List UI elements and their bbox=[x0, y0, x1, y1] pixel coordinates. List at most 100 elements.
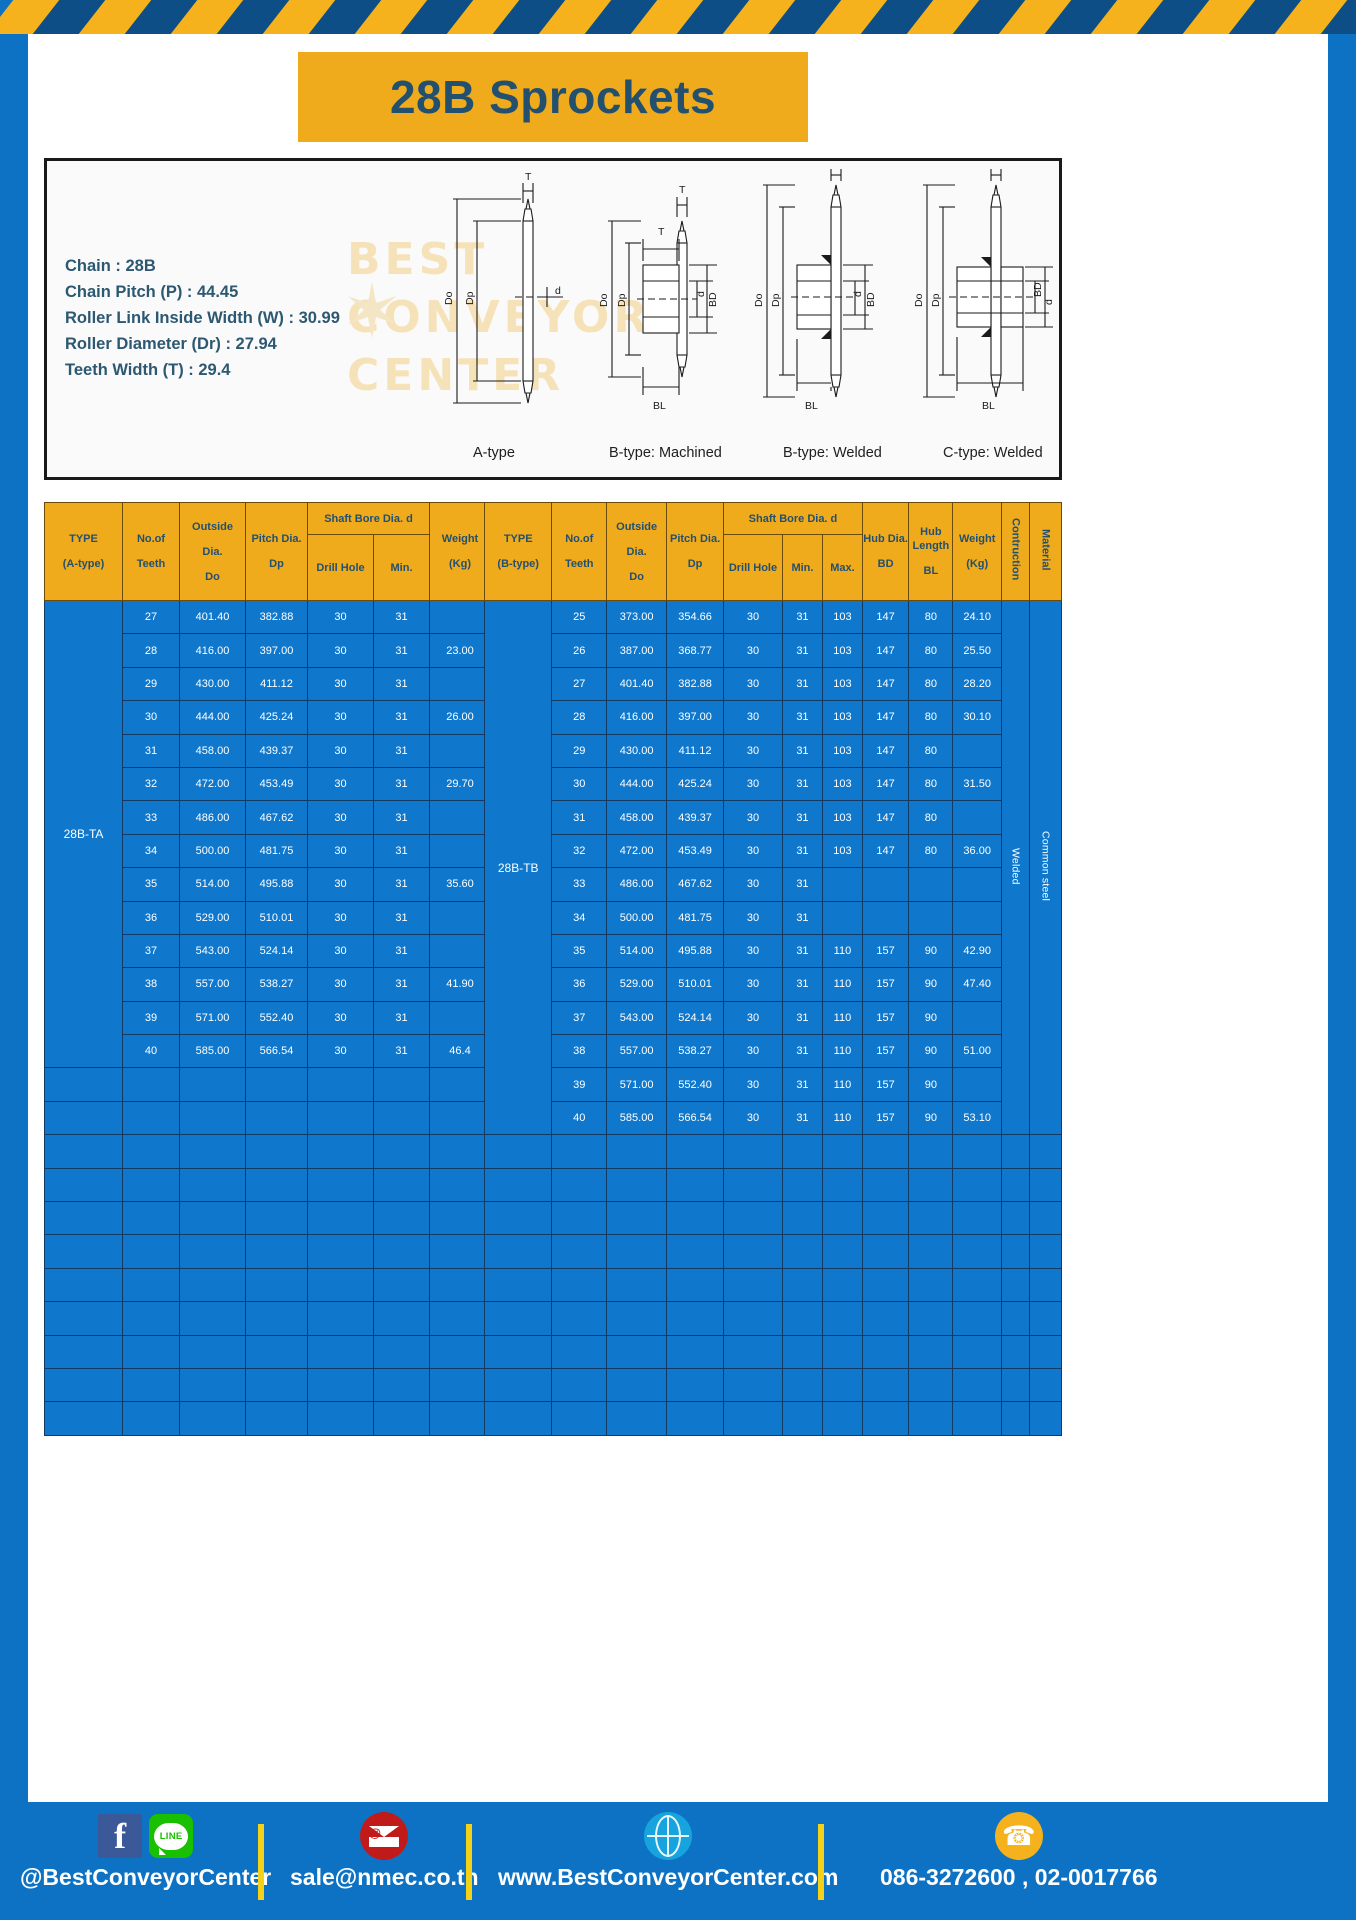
phone-number[interactable]: 086-3272600 , 02-0017766 bbox=[880, 1864, 1158, 1890]
cell-pitch-dia: 354.66 bbox=[666, 599, 724, 635]
cell-outside-dia: 444.00 bbox=[179, 700, 246, 735]
cell-weight: 31.50 bbox=[952, 766, 1002, 802]
phone-icon[interactable]: ☎ bbox=[994, 1812, 1043, 1860]
spec-roller-diameter: Roller Diameter (Dr) : 27.94 bbox=[65, 335, 277, 353]
table-row: 27 401.40 382.88 30 31 103 147 80 28.20 bbox=[485, 666, 1062, 702]
cell-drill-hole: 30 bbox=[722, 833, 783, 869]
cell-empty bbox=[179, 1201, 246, 1236]
cell-empty bbox=[722, 1301, 783, 1336]
header-pitch-dia: Pitch Dia. Dp bbox=[666, 502, 724, 601]
cell-bore-max: 110 bbox=[821, 1034, 863, 1069]
globe-icon[interactable] bbox=[644, 1812, 693, 1860]
table-row: 34 500.00 481.75 30 31 bbox=[45, 833, 491, 869]
cell-bore-min: 31 bbox=[781, 700, 823, 735]
cell-empty bbox=[722, 1334, 783, 1369]
cell-empty bbox=[1000, 1201, 1031, 1236]
cell-pitch-dia: 538.27 bbox=[245, 967, 308, 1002]
table-row-empty bbox=[483, 1167, 1062, 1203]
dim-label-bd: BD bbox=[707, 292, 719, 307]
cell-pitch-dia: 524.14 bbox=[245, 933, 308, 969]
cell-empty bbox=[1000, 1367, 1031, 1403]
footer-social[interactable]: f LINE @BestConveyorCenter bbox=[20, 1810, 271, 1891]
cell-empty bbox=[606, 1234, 668, 1269]
facebook-handle[interactable]: @BestConveyorCenter bbox=[20, 1864, 272, 1890]
cell-hub-length: 90 bbox=[908, 1000, 954, 1036]
dim-label-do: Do bbox=[913, 293, 925, 307]
footer-email[interactable]: @ sale@nmec.co.th bbox=[290, 1810, 479, 1891]
cell-weight: 36.00 bbox=[952, 833, 1002, 869]
cell-empty bbox=[908, 1167, 954, 1203]
website-url[interactable]: www.BestConveyorCenter.com bbox=[498, 1864, 839, 1890]
cell-empty bbox=[429, 1367, 491, 1403]
cell-type: 28B-TB bbox=[483, 599, 553, 1136]
cell-drill-hole: 30 bbox=[722, 1034, 783, 1069]
cell-hub-dia: 147 bbox=[861, 733, 910, 768]
cell-hub-dia: 147 bbox=[861, 700, 910, 735]
table-row: 29 430.00 411.12 30 31 103 147 80 bbox=[485, 733, 1062, 768]
cell-hub-dia: 157 bbox=[861, 1000, 910, 1036]
cell-drill-hole: 30 bbox=[307, 900, 374, 935]
table-row-empty bbox=[483, 1201, 1062, 1236]
cell-empty bbox=[551, 1401, 608, 1436]
footer-divider bbox=[466, 1824, 472, 1900]
table-row: 30 444.00 425.24 30 31 26.00 bbox=[45, 700, 491, 735]
cell-teeth: 33 bbox=[122, 800, 180, 835]
cell-empty bbox=[666, 1401, 724, 1436]
cell-empty bbox=[821, 1167, 863, 1203]
cell-empty bbox=[179, 1334, 246, 1369]
cell-empty bbox=[722, 1401, 783, 1436]
cell-empty bbox=[179, 1067, 246, 1102]
cell-empty bbox=[373, 1267, 430, 1303]
cell-outside-dia: 557.00 bbox=[179, 967, 246, 1002]
cell-bore-min: 31 bbox=[373, 766, 430, 802]
footer-website[interactable]: www.BestConveyorCenter.com bbox=[498, 1810, 838, 1891]
cell-empty bbox=[861, 1367, 910, 1403]
cell-empty bbox=[44, 1334, 123, 1369]
cell-empty bbox=[821, 1134, 863, 1169]
facebook-icon[interactable]: f bbox=[98, 1814, 143, 1858]
cell-empty bbox=[551, 1367, 608, 1403]
cell-empty bbox=[551, 1267, 608, 1303]
cell-hub-length: 80 bbox=[908, 800, 954, 835]
diagram-c-type-welded bbox=[923, 169, 1053, 398]
email-icon[interactable]: @ bbox=[360, 1812, 409, 1860]
cell-hub-length: 80 bbox=[908, 766, 954, 802]
cell-empty bbox=[606, 1267, 668, 1303]
table-row-empty bbox=[483, 1301, 1062, 1336]
table-row: 28B-TA 27 401.40 382.88 30 31 bbox=[44, 599, 491, 1069]
cell-weight: 51.00 bbox=[952, 1034, 1002, 1069]
cell-teeth: 37 bbox=[122, 933, 180, 969]
cell-bore-max: 103 bbox=[821, 633, 863, 668]
cell-empty bbox=[429, 1167, 491, 1203]
cell-drill-hole: 30 bbox=[307, 833, 374, 869]
cell-hub-length: 90 bbox=[908, 1100, 954, 1136]
cell-drill-hole: 30 bbox=[722, 1100, 783, 1136]
cell-bore-min: 31 bbox=[373, 733, 430, 768]
cell-drill-hole: 30 bbox=[307, 666, 374, 702]
cell-empty bbox=[1000, 1134, 1031, 1169]
cell-bore-min: 31 bbox=[373, 967, 430, 1002]
table-row-empty bbox=[483, 1367, 1062, 1403]
cell-empty bbox=[821, 1367, 863, 1403]
dim-label-bl: BL bbox=[982, 400, 995, 412]
line-icon[interactable]: LINE bbox=[149, 1814, 194, 1858]
cell-drill-hole: 30 bbox=[307, 599, 374, 635]
cell-empty bbox=[429, 1401, 491, 1436]
cell-teeth: 38 bbox=[122, 967, 180, 1002]
footer-phone[interactable]: ☎ 086-3272600 , 02-0017766 bbox=[880, 1810, 1158, 1891]
dim-label-d: d bbox=[852, 291, 864, 297]
table-row-empty bbox=[44, 1267, 491, 1303]
table-row: 40 585.00 566.54 30 31 110 157 90 53.10 bbox=[485, 1100, 1062, 1136]
cell-bore-min: 31 bbox=[373, 666, 430, 702]
cell-empty bbox=[483, 1301, 553, 1336]
cell-empty bbox=[861, 1201, 910, 1236]
cell-drill-hole: 30 bbox=[722, 733, 783, 768]
cell-drill-hole: 30 bbox=[722, 633, 783, 668]
cell-empty bbox=[44, 1134, 123, 1169]
header-pitch-dia: Pitch Dia. Dp bbox=[245, 502, 308, 601]
table-row: 33 486.00 467.62 30 31 bbox=[45, 800, 491, 835]
cell-empty bbox=[44, 1267, 123, 1303]
email-address[interactable]: sale@nmec.co.th bbox=[290, 1864, 479, 1890]
cell-weight bbox=[952, 867, 1002, 902]
cell-pitch-dia: 495.88 bbox=[666, 933, 724, 969]
